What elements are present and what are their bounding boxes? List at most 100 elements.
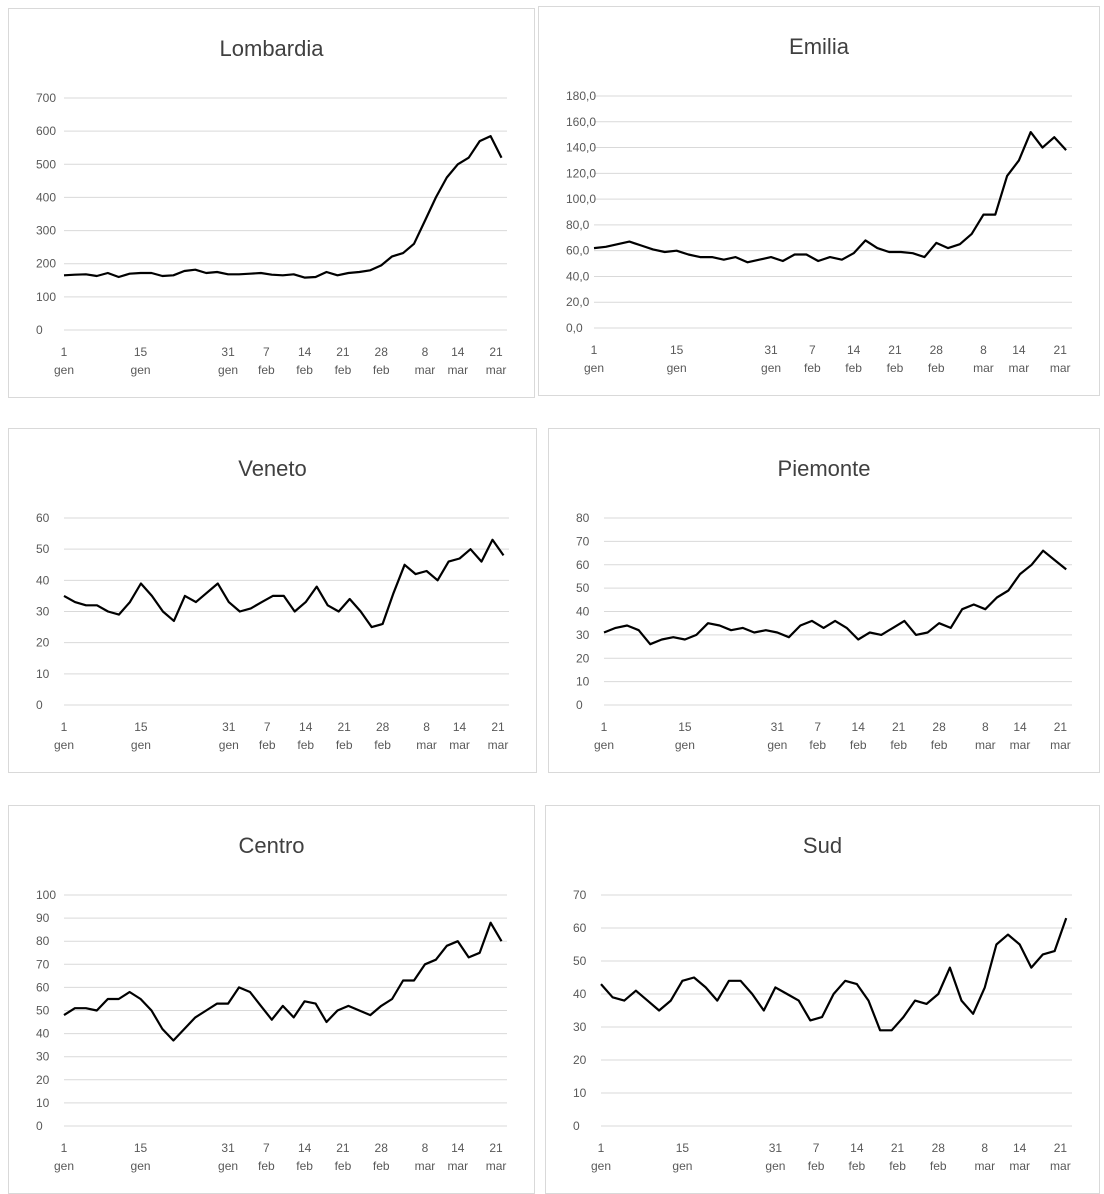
x-tick-label: gen	[767, 738, 787, 752]
x-tick-label: 15	[670, 343, 684, 357]
x-tick-label: 7	[809, 343, 816, 357]
y-tick-label: 60	[36, 980, 50, 994]
y-tick-label: 10	[36, 1096, 50, 1110]
x-tick-label: feb	[258, 1159, 275, 1173]
x-tick-label: 21	[891, 1141, 905, 1155]
y-tick-label: 70	[36, 957, 50, 971]
panel-border	[548, 428, 1100, 773]
x-tick-label: gen	[594, 738, 614, 752]
y-tick-label: 50	[576, 581, 590, 595]
y-tick-label: 30	[576, 628, 590, 642]
data-line	[603, 549, 1067, 646]
x-tick-label: 14	[1013, 720, 1027, 734]
y-tick-label: 160,0	[566, 115, 596, 129]
y-tick-label: 80	[576, 511, 590, 525]
x-tick-label: mar	[447, 363, 468, 377]
y-tick-label: 20	[36, 1073, 50, 1087]
x-tick-label: mar	[449, 738, 470, 752]
x-tick-label: 28	[375, 345, 389, 359]
x-tick-label: feb	[296, 363, 313, 377]
chart-title: Piemonte	[778, 456, 871, 481]
x-tick-label: mar	[1010, 738, 1031, 752]
x-tick-label: gen	[667, 361, 687, 375]
y-tick-label: 500	[36, 157, 56, 171]
y-tick-label: 700	[36, 91, 56, 105]
x-tick-label: 14	[298, 345, 312, 359]
x-tick-label: feb	[887, 361, 904, 375]
x-tick-label: mar	[974, 1159, 995, 1173]
chart-title: Emilia	[789, 34, 850, 59]
x-tick-label: mar	[488, 738, 509, 752]
y-tick-label: 70	[573, 888, 587, 902]
x-tick-label: 1	[601, 720, 608, 734]
x-tick-label: 8	[422, 1141, 429, 1155]
y-tick-label: 0	[576, 698, 583, 712]
x-tick-label: 21	[489, 345, 503, 359]
y-tick-label: 60,0	[566, 244, 590, 258]
x-tick-label: 14	[852, 720, 866, 734]
panel-border	[8, 428, 537, 773]
x-tick-label: feb	[809, 738, 826, 752]
x-tick-label: mar	[1050, 361, 1071, 375]
panel-border	[538, 6, 1100, 396]
x-tick-label: feb	[258, 363, 275, 377]
x-tick-label: 7	[263, 345, 270, 359]
x-tick-label: feb	[849, 1159, 866, 1173]
x-tick-label: 8	[423, 720, 430, 734]
x-tick-label: mar	[486, 1159, 507, 1173]
x-tick-label: feb	[336, 738, 353, 752]
y-tick-label: 30	[36, 1050, 50, 1064]
x-tick-label: 7	[814, 720, 821, 734]
x-tick-label: feb	[373, 363, 390, 377]
x-tick-label: gen	[765, 1159, 785, 1173]
chart-title: Centro	[238, 833, 304, 858]
x-tick-label: 1	[591, 343, 598, 357]
x-tick-label: feb	[374, 738, 391, 752]
chart-panel: Piemonte 0 10 20 30 40 50 60 70 80 1 gen 15 gen 31 gen 7…	[548, 428, 1100, 773]
panel-border	[8, 805, 535, 1194]
x-tick-label: feb	[890, 738, 907, 752]
x-tick-label: 14	[1012, 343, 1026, 357]
y-tick-label: 0,0	[566, 321, 583, 335]
x-tick-label: 21	[892, 720, 906, 734]
x-tick-label: 8	[980, 343, 987, 357]
x-tick-label: gen	[672, 1159, 692, 1173]
x-tick-label: 28	[930, 343, 944, 357]
x-tick-label: 7	[264, 720, 271, 734]
x-tick-label: 14	[1013, 1141, 1027, 1155]
chart-title: Veneto	[238, 456, 307, 481]
y-tick-label: 300	[36, 224, 56, 238]
x-tick-label: 7	[263, 1141, 270, 1155]
x-tick-label: gen	[218, 1159, 238, 1173]
y-tick-label: 50	[573, 954, 587, 968]
x-tick-label: gen	[54, 1159, 74, 1173]
x-tick-label: 31	[221, 345, 235, 359]
x-tick-label: 28	[932, 720, 946, 734]
x-tick-label: 28	[376, 720, 390, 734]
x-tick-label: 14	[850, 1141, 864, 1155]
x-tick-label: feb	[930, 1159, 947, 1173]
y-tick-label: 40	[573, 987, 587, 1001]
x-tick-label: 21	[491, 720, 505, 734]
x-tick-label: feb	[808, 1159, 825, 1173]
y-tick-label: 0	[36, 323, 43, 337]
x-tick-label: 31	[764, 343, 778, 357]
chart-panel: Centro 0 10 20 30 40 50 60 70 80 90 100 1 gen 15 gen 31 g…	[8, 805, 535, 1194]
x-tick-label: mar	[1009, 361, 1030, 375]
y-tick-label: 20,0	[566, 295, 590, 309]
y-tick-label: 0	[36, 1119, 43, 1133]
y-tick-label: 90	[36, 911, 50, 925]
y-tick-label: 60	[36, 511, 50, 525]
x-tick-label: mar	[415, 363, 436, 377]
y-tick-label: 10	[573, 1086, 587, 1100]
x-tick-label: 15	[676, 1141, 690, 1155]
x-tick-label: gen	[218, 363, 238, 377]
y-tick-label: 40	[36, 573, 50, 587]
y-tick-label: 50	[36, 542, 50, 556]
x-tick-label: gen	[131, 1159, 151, 1173]
x-tick-label: feb	[373, 1159, 390, 1173]
chart-panel: Emilia 0,0 20,0 40,0 60,0 80,0 100,0 120,0 140,0…	[538, 6, 1100, 396]
x-tick-label: mar	[486, 363, 507, 377]
x-tick-label: mar	[447, 1159, 468, 1173]
x-tick-label: feb	[850, 738, 867, 752]
